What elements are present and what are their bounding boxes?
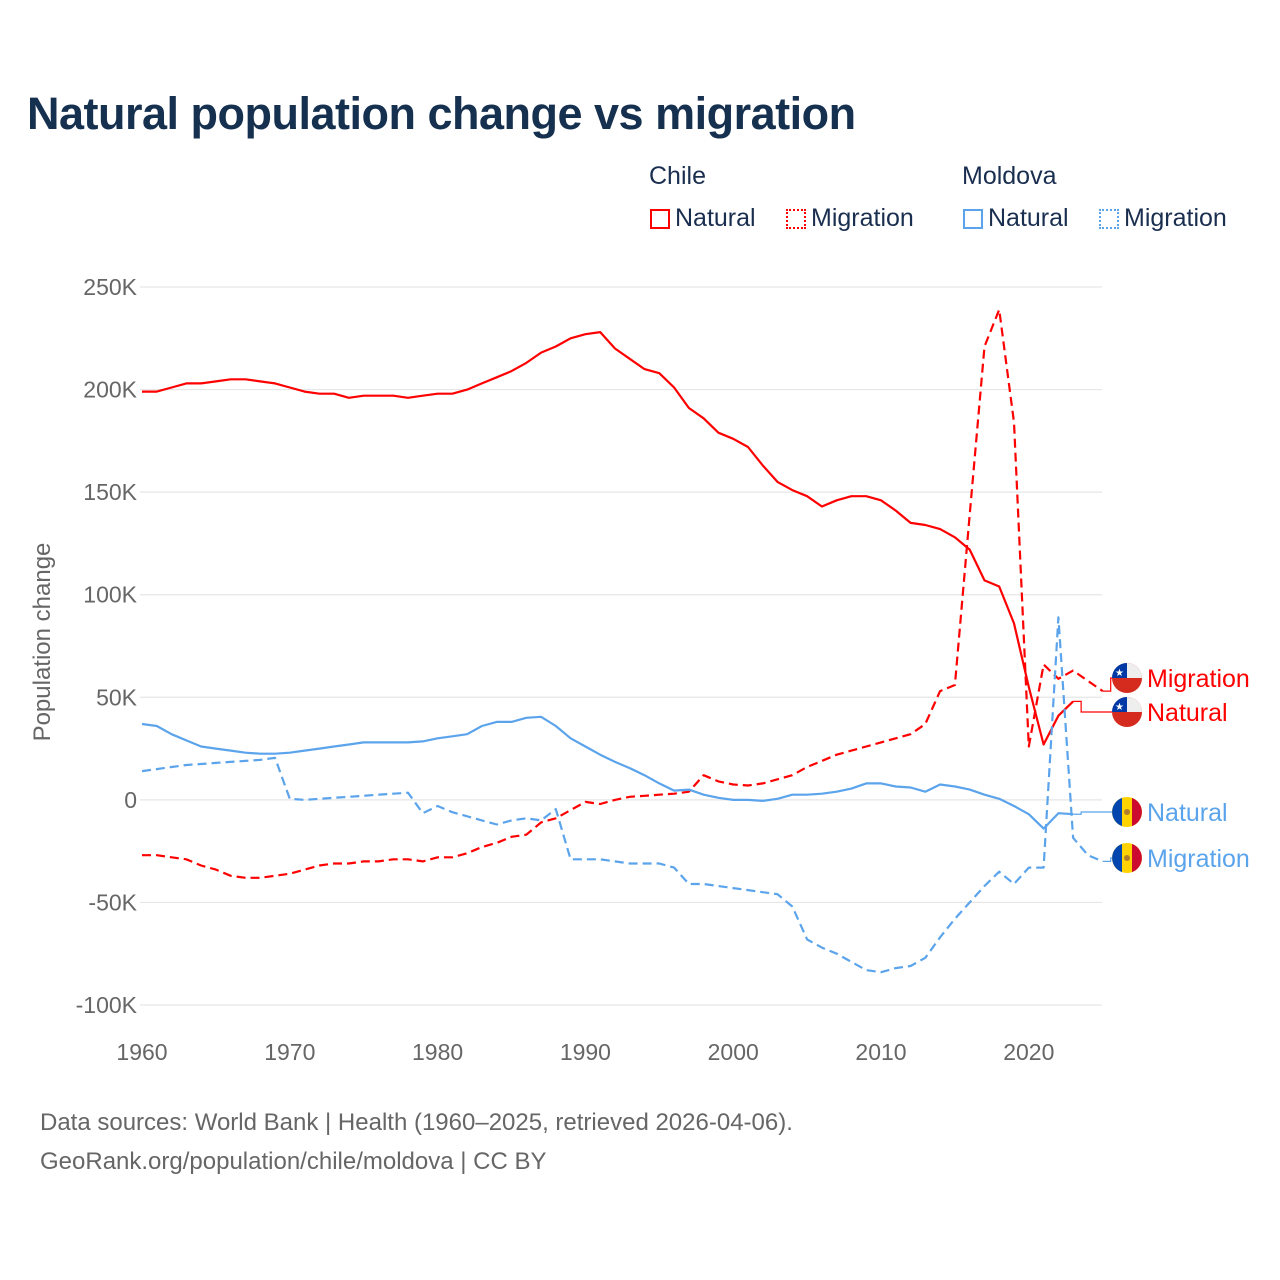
chart-title: Natural population change vs migration <box>27 88 856 139</box>
svg-text:★: ★ <box>1115 668 1124 679</box>
series-line-chile-migration <box>142 308 1104 879</box>
dotted-swatch-icon <box>1099 208 1119 229</box>
moldova-flag-icon <box>1112 843 1142 873</box>
y-tick-label: 150K <box>83 479 137 505</box>
series-line-chile-natural <box>142 331 1074 746</box>
leader-line <box>1073 811 1112 815</box>
legend-label: Migration <box>811 204 914 232</box>
leader-line <box>1102 857 1112 862</box>
y-axis-label: Population change <box>29 543 56 742</box>
x-tick-label: 1960 <box>116 1039 167 1065</box>
series-line-moldova-migration <box>141 616 1104 974</box>
legend-chile-migration[interactable]: Migration <box>786 204 914 233</box>
moldova-flag-icon <box>1112 797 1142 827</box>
x-tick-label: 2000 <box>708 1039 759 1065</box>
chile-flag-icon: ★ <box>1112 697 1142 727</box>
legend-moldova-migration[interactable]: Migration <box>1099 204 1227 233</box>
legend-label: Natural <box>988 204 1069 232</box>
solid-swatch-icon <box>963 208 983 229</box>
y-tick-label: 100K <box>83 582 137 608</box>
legend-chile-natural[interactable]: Natural <box>650 204 756 233</box>
legend-label: Migration <box>1124 204 1227 232</box>
leader-line <box>1102 677 1112 692</box>
x-tick-label: 2020 <box>1003 1039 1054 1065</box>
y-tick-label: -100K <box>76 992 138 1018</box>
y-tick-label: 50K <box>96 684 138 710</box>
end-label: Natural <box>1147 699 1228 727</box>
x-tick-label: 1970 <box>264 1039 315 1065</box>
svg-text:★: ★ <box>1115 702 1124 713</box>
y-tick-label: 250K <box>83 274 137 300</box>
legend-moldova-natural[interactable]: Natural <box>963 204 1069 233</box>
x-tick-label: 2010 <box>855 1039 906 1065</box>
end-label: Migration <box>1147 845 1250 873</box>
footer-sources: Data sources: World Bank | Health (1960–… <box>40 1109 793 1136</box>
chile-flag-icon: ★ <box>1112 663 1142 693</box>
legend-group-moldova: Moldova <box>962 162 1057 190</box>
y-tick-label: -50K <box>88 889 137 915</box>
dotted-swatch-icon <box>786 208 806 229</box>
x-tick-label: 1980 <box>412 1039 463 1065</box>
series-line-moldova-natural <box>141 715 1074 830</box>
legend-label: Natural <box>675 204 756 232</box>
footer-link[interactable]: GeoRank.org/population/chile/moldova | C… <box>40 1148 547 1175</box>
leader-line <box>1073 700 1112 713</box>
end-label: Migration <box>1147 665 1250 693</box>
solid-swatch-icon <box>650 208 670 229</box>
y-tick-label: 0 <box>124 787 137 813</box>
end-label: Natural <box>1147 799 1228 827</box>
legend-group-chile: Chile <box>649 162 706 190</box>
y-tick-label: 200K <box>83 377 137 403</box>
x-tick-label: 1990 <box>560 1039 611 1065</box>
